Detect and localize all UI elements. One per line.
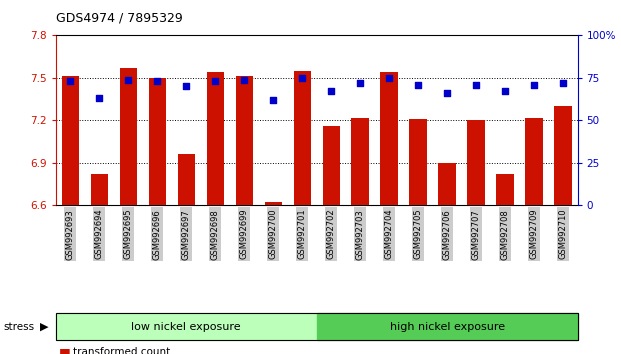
Bar — [61, 76, 79, 205]
Text: ▶: ▶ — [40, 321, 49, 332]
Point — [94, 96, 104, 101]
Point — [442, 90, 452, 96]
Text: GSM992706: GSM992706 — [443, 209, 451, 259]
Text: ■: ■ — [59, 346, 71, 354]
Bar — [496, 174, 514, 205]
Point — [268, 97, 278, 103]
Text: high nickel exposure: high nickel exposure — [389, 321, 505, 332]
Bar — [207, 72, 224, 205]
Point — [65, 79, 75, 84]
Bar — [351, 118, 369, 205]
Bar — [409, 119, 427, 205]
Bar — [120, 68, 137, 205]
Bar — [294, 71, 311, 205]
Text: low nickel exposure: low nickel exposure — [132, 321, 241, 332]
Point — [500, 88, 510, 94]
Point — [355, 80, 365, 86]
Point — [384, 75, 394, 81]
Bar — [468, 120, 485, 205]
Point — [529, 82, 539, 87]
Point — [181, 84, 191, 89]
Bar — [381, 72, 398, 205]
Bar — [235, 76, 253, 205]
Text: GSM992704: GSM992704 — [384, 209, 394, 259]
Bar — [265, 202, 282, 205]
Text: GSM992697: GSM992697 — [182, 209, 191, 259]
Text: GSM992698: GSM992698 — [211, 209, 220, 259]
Bar — [178, 154, 195, 205]
Point — [326, 88, 336, 94]
Bar — [148, 78, 166, 205]
Bar — [91, 174, 108, 205]
Text: GSM992696: GSM992696 — [153, 209, 162, 259]
Text: GSM992703: GSM992703 — [356, 209, 365, 259]
Point — [297, 75, 307, 81]
Point — [152, 79, 162, 84]
Point — [124, 77, 134, 82]
Bar — [322, 126, 340, 205]
Point — [239, 77, 249, 82]
Text: stress: stress — [3, 321, 34, 332]
Text: GSM992694: GSM992694 — [95, 209, 104, 259]
Text: GSM992709: GSM992709 — [530, 209, 538, 259]
Text: GSM992705: GSM992705 — [414, 209, 423, 259]
Text: GSM992701: GSM992701 — [297, 209, 307, 259]
Bar — [555, 106, 572, 205]
Text: GDS4974 / 7895329: GDS4974 / 7895329 — [56, 12, 183, 25]
Point — [413, 82, 423, 87]
Text: GSM992710: GSM992710 — [558, 209, 568, 259]
Text: GSM992699: GSM992699 — [240, 209, 249, 259]
Point — [211, 79, 220, 84]
Text: GSM992708: GSM992708 — [501, 209, 510, 259]
Text: GSM992702: GSM992702 — [327, 209, 336, 259]
Bar — [525, 118, 543, 205]
Point — [471, 82, 481, 87]
Text: GSM992693: GSM992693 — [66, 209, 75, 259]
Text: transformed count: transformed count — [73, 347, 170, 354]
Text: GSM992700: GSM992700 — [269, 209, 278, 259]
Bar — [438, 163, 456, 205]
Text: GSM992695: GSM992695 — [124, 209, 133, 259]
Text: GSM992707: GSM992707 — [471, 209, 481, 259]
Point — [558, 80, 568, 86]
